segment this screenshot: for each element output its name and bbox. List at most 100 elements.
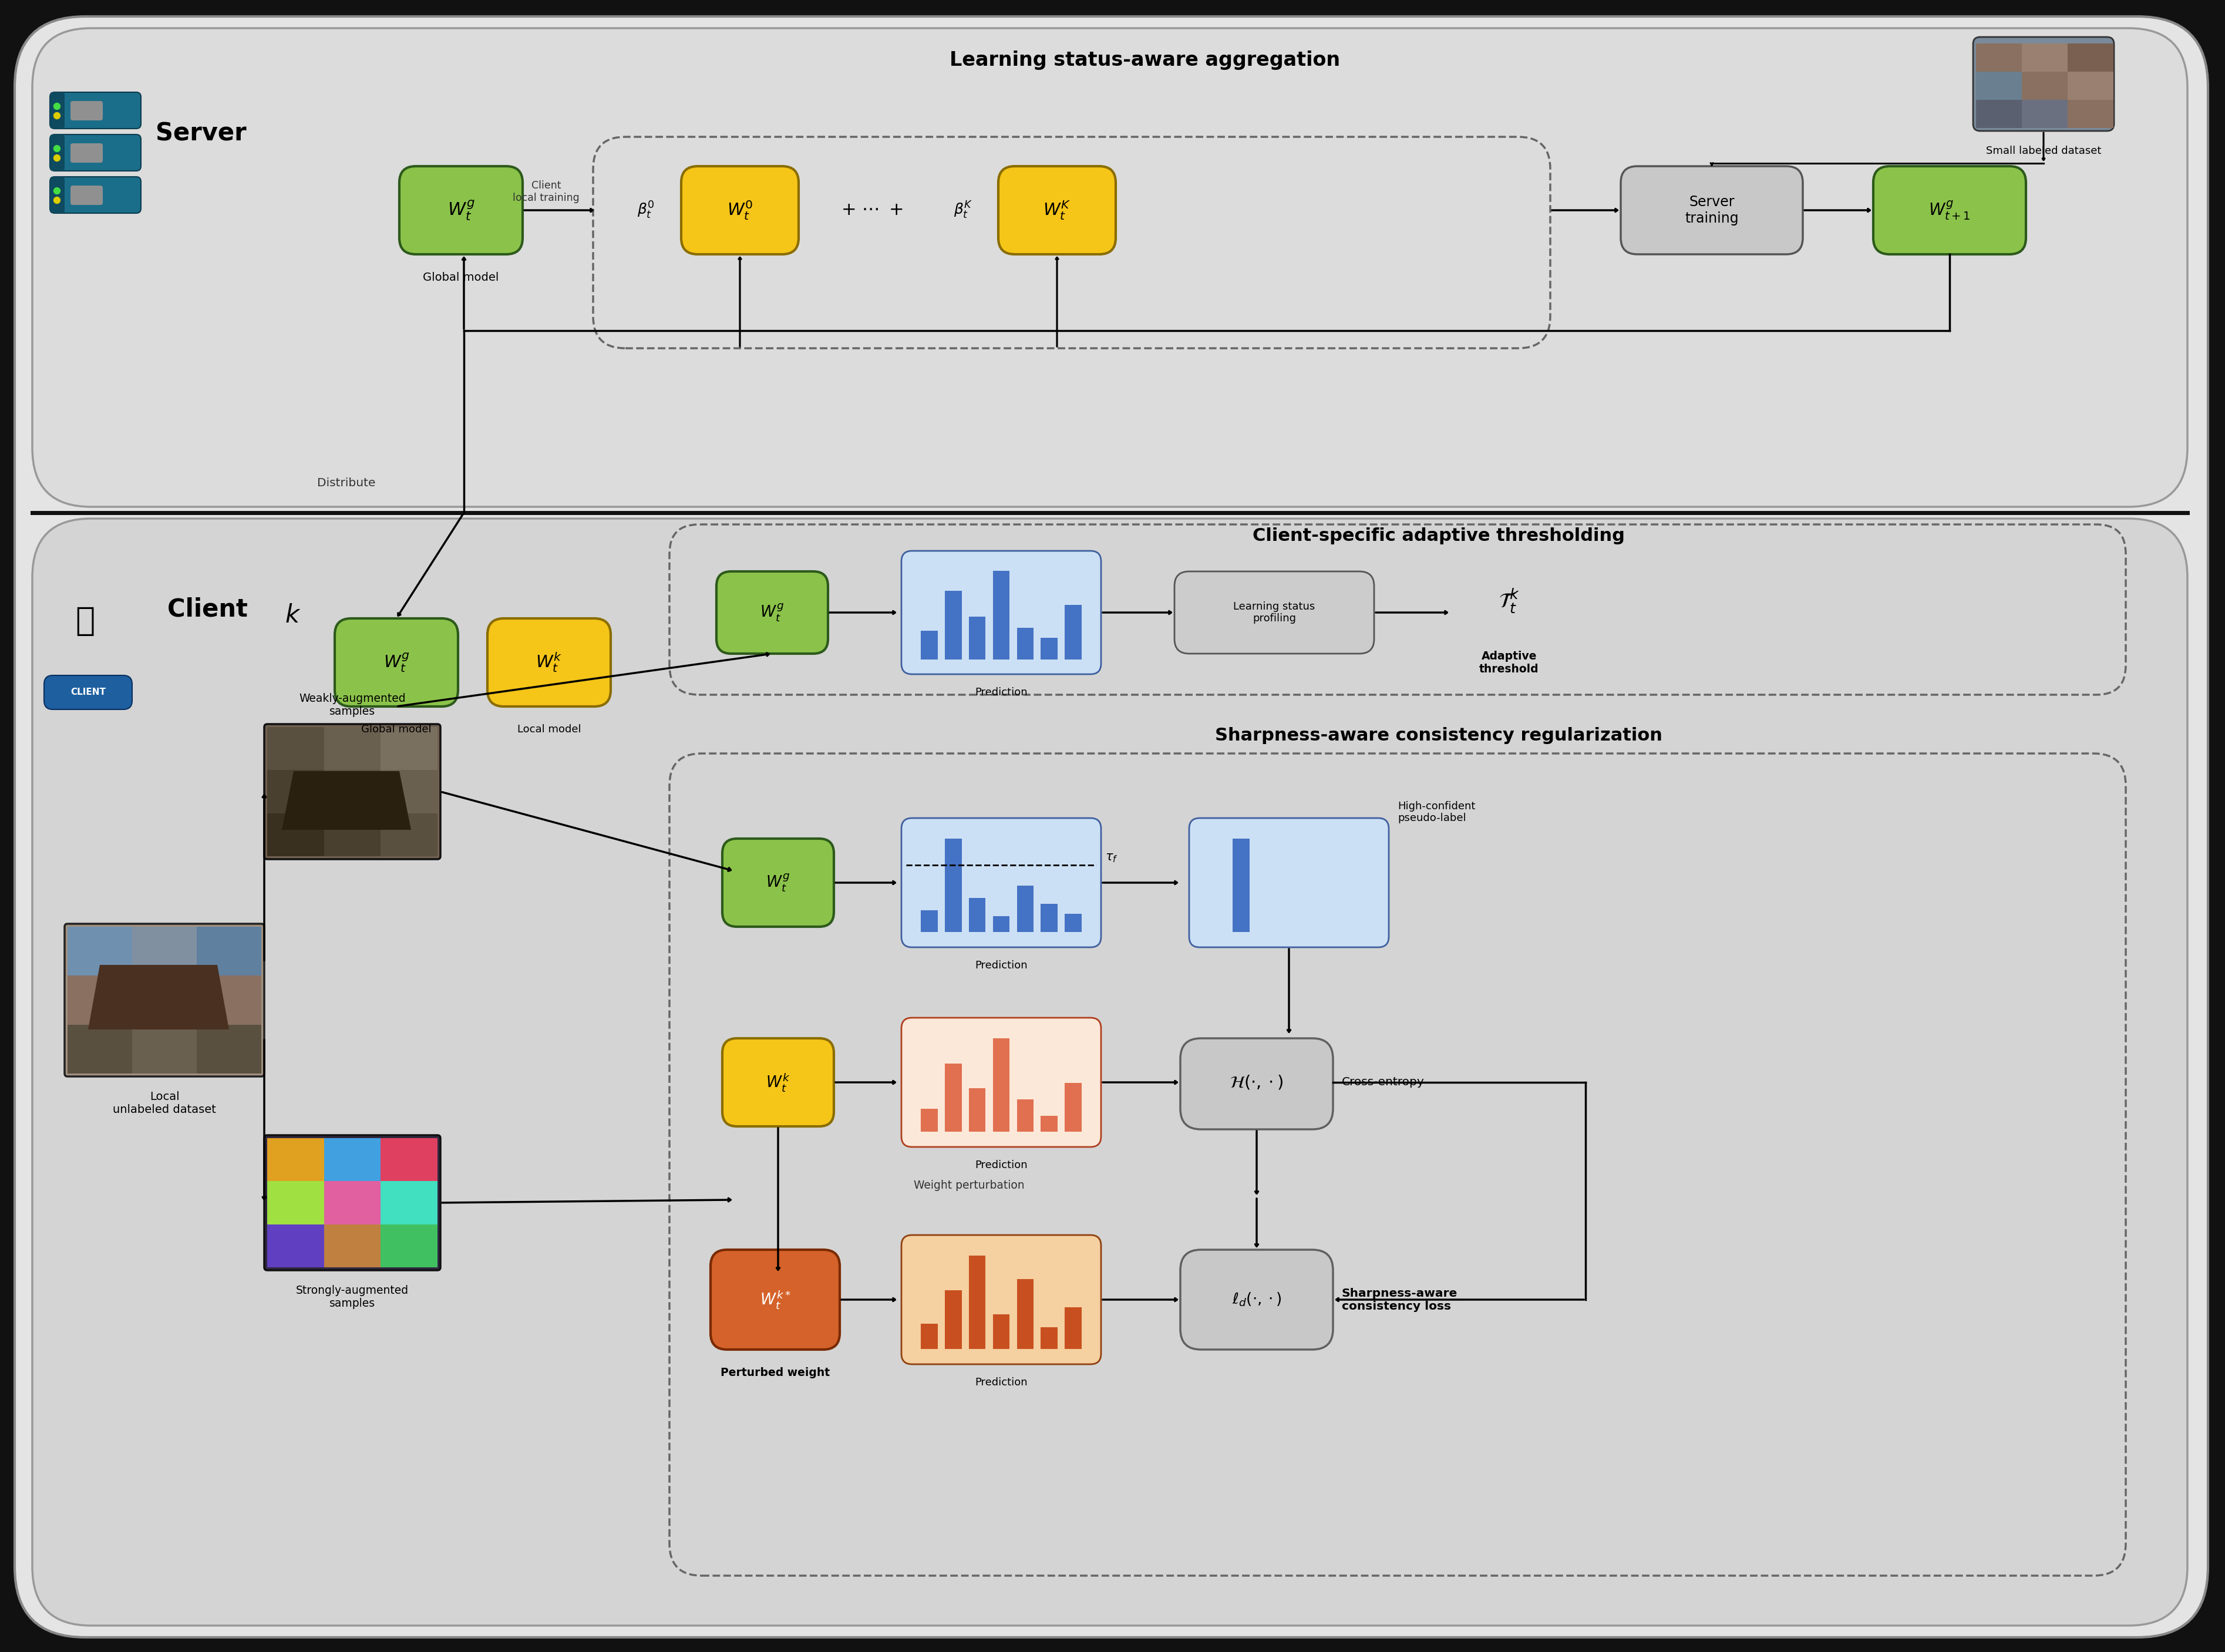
FancyBboxPatch shape	[65, 923, 265, 1077]
Bar	[946, 1290, 961, 1348]
Text: Learning status
profiling: Learning status profiling	[1233, 601, 1315, 624]
Bar	[1041, 904, 1057, 932]
Bar	[968, 1089, 986, 1132]
FancyBboxPatch shape	[49, 177, 140, 213]
Text: Adaptive
threshold: Adaptive threshold	[1480, 651, 1540, 674]
Text: Client: Client	[167, 598, 256, 621]
Bar	[992, 570, 1010, 659]
Bar	[1233, 839, 1250, 932]
Text: $\ell_d(\cdot,\cdot)$: $\ell_d(\cdot,\cdot)$	[1233, 1292, 1282, 1308]
Bar	[2023, 71, 2067, 99]
FancyBboxPatch shape	[44, 676, 131, 709]
Bar	[325, 727, 380, 770]
Text: $W_t^k$: $W_t^k$	[536, 651, 563, 674]
Bar	[1041, 1328, 1057, 1348]
Bar	[1041, 638, 1057, 659]
Bar	[380, 1138, 438, 1181]
Text: $W_t^0$: $W_t^0$	[728, 200, 752, 221]
Bar	[946, 591, 961, 659]
Circle shape	[53, 112, 60, 119]
Bar	[2067, 99, 2114, 127]
Bar	[968, 899, 986, 932]
Text: Server: Server	[156, 122, 247, 147]
Bar	[921, 1323, 937, 1348]
FancyBboxPatch shape	[999, 167, 1115, 254]
FancyBboxPatch shape	[1179, 1249, 1333, 1350]
Bar	[267, 1181, 325, 1224]
FancyBboxPatch shape	[901, 1018, 1101, 1146]
Text: Local model: Local model	[516, 724, 581, 735]
Bar	[2067, 43, 2114, 71]
Bar	[131, 927, 196, 976]
Bar	[196, 927, 260, 976]
FancyBboxPatch shape	[265, 724, 441, 859]
Bar	[131, 976, 196, 1024]
FancyBboxPatch shape	[1873, 167, 2027, 254]
FancyBboxPatch shape	[71, 101, 102, 121]
FancyBboxPatch shape	[716, 572, 828, 654]
FancyBboxPatch shape	[49, 93, 65, 129]
Circle shape	[53, 145, 60, 152]
Text: Cross-entropy: Cross-entropy	[1342, 1077, 1424, 1089]
Text: Weakly-augmented
samples: Weakly-augmented samples	[298, 692, 405, 717]
Bar	[1017, 1279, 1035, 1348]
Bar	[380, 1224, 438, 1267]
Text: Small labeled dataset: Small labeled dataset	[1987, 145, 2100, 157]
FancyBboxPatch shape	[49, 134, 140, 170]
Bar	[380, 727, 438, 770]
Text: $W_t^g$: $W_t^g$	[765, 872, 790, 894]
FancyBboxPatch shape	[1620, 167, 1802, 254]
Text: 🧑: 🧑	[76, 606, 96, 638]
Bar	[131, 1024, 196, 1074]
Bar	[380, 1181, 438, 1224]
Bar	[968, 616, 986, 659]
Text: $\beta_t^K$: $\beta_t^K$	[955, 200, 972, 220]
Text: $\tau_f$: $\tau_f$	[1106, 852, 1117, 864]
Text: $W_t^g$: $W_t^g$	[761, 603, 783, 623]
Bar	[968, 1256, 986, 1348]
Bar	[1066, 605, 1081, 659]
Text: Global model: Global model	[423, 273, 498, 282]
Text: $\mathcal{T}_t^k$: $\mathcal{T}_t^k$	[1500, 586, 1520, 615]
Polygon shape	[89, 965, 229, 1029]
FancyBboxPatch shape	[334, 618, 458, 707]
Text: $W_t^k$: $W_t^k$	[765, 1072, 790, 1094]
Bar	[267, 1138, 325, 1181]
Text: $W_{t+1}^g$: $W_{t+1}^g$	[1929, 200, 1971, 221]
FancyBboxPatch shape	[723, 1039, 834, 1127]
Text: $k$: $k$	[285, 603, 300, 628]
Bar	[325, 1224, 380, 1267]
FancyBboxPatch shape	[33, 28, 2187, 507]
Text: Prediction: Prediction	[975, 1160, 1028, 1170]
Bar	[196, 1024, 260, 1074]
Bar	[2067, 71, 2114, 99]
Bar	[921, 910, 937, 932]
Bar	[267, 727, 325, 770]
Bar	[380, 770, 438, 813]
Bar	[267, 813, 325, 856]
Text: CLIENT: CLIENT	[71, 687, 107, 697]
FancyBboxPatch shape	[49, 134, 65, 170]
Bar	[325, 770, 380, 813]
Text: Prediction: Prediction	[975, 960, 1028, 971]
Text: Weight perturbation: Weight perturbation	[914, 1180, 1023, 1191]
Bar	[196, 976, 260, 1024]
Bar	[267, 770, 325, 813]
Bar	[325, 813, 380, 856]
FancyBboxPatch shape	[49, 177, 65, 213]
FancyBboxPatch shape	[901, 1236, 1101, 1365]
Bar	[267, 1224, 325, 1267]
Bar	[992, 915, 1010, 932]
Text: Client
local training: Client local training	[512, 180, 578, 203]
Text: Prediction: Prediction	[975, 1378, 1028, 1388]
Bar	[1017, 628, 1035, 659]
Polygon shape	[283, 771, 412, 829]
FancyBboxPatch shape	[16, 17, 2207, 1637]
Text: $W_t^K$: $W_t^K$	[1044, 200, 1070, 221]
FancyBboxPatch shape	[723, 839, 834, 927]
FancyBboxPatch shape	[398, 167, 523, 254]
Bar	[1041, 1115, 1057, 1132]
Bar	[1976, 43, 2023, 71]
Bar	[380, 813, 438, 856]
FancyBboxPatch shape	[33, 519, 2187, 1626]
